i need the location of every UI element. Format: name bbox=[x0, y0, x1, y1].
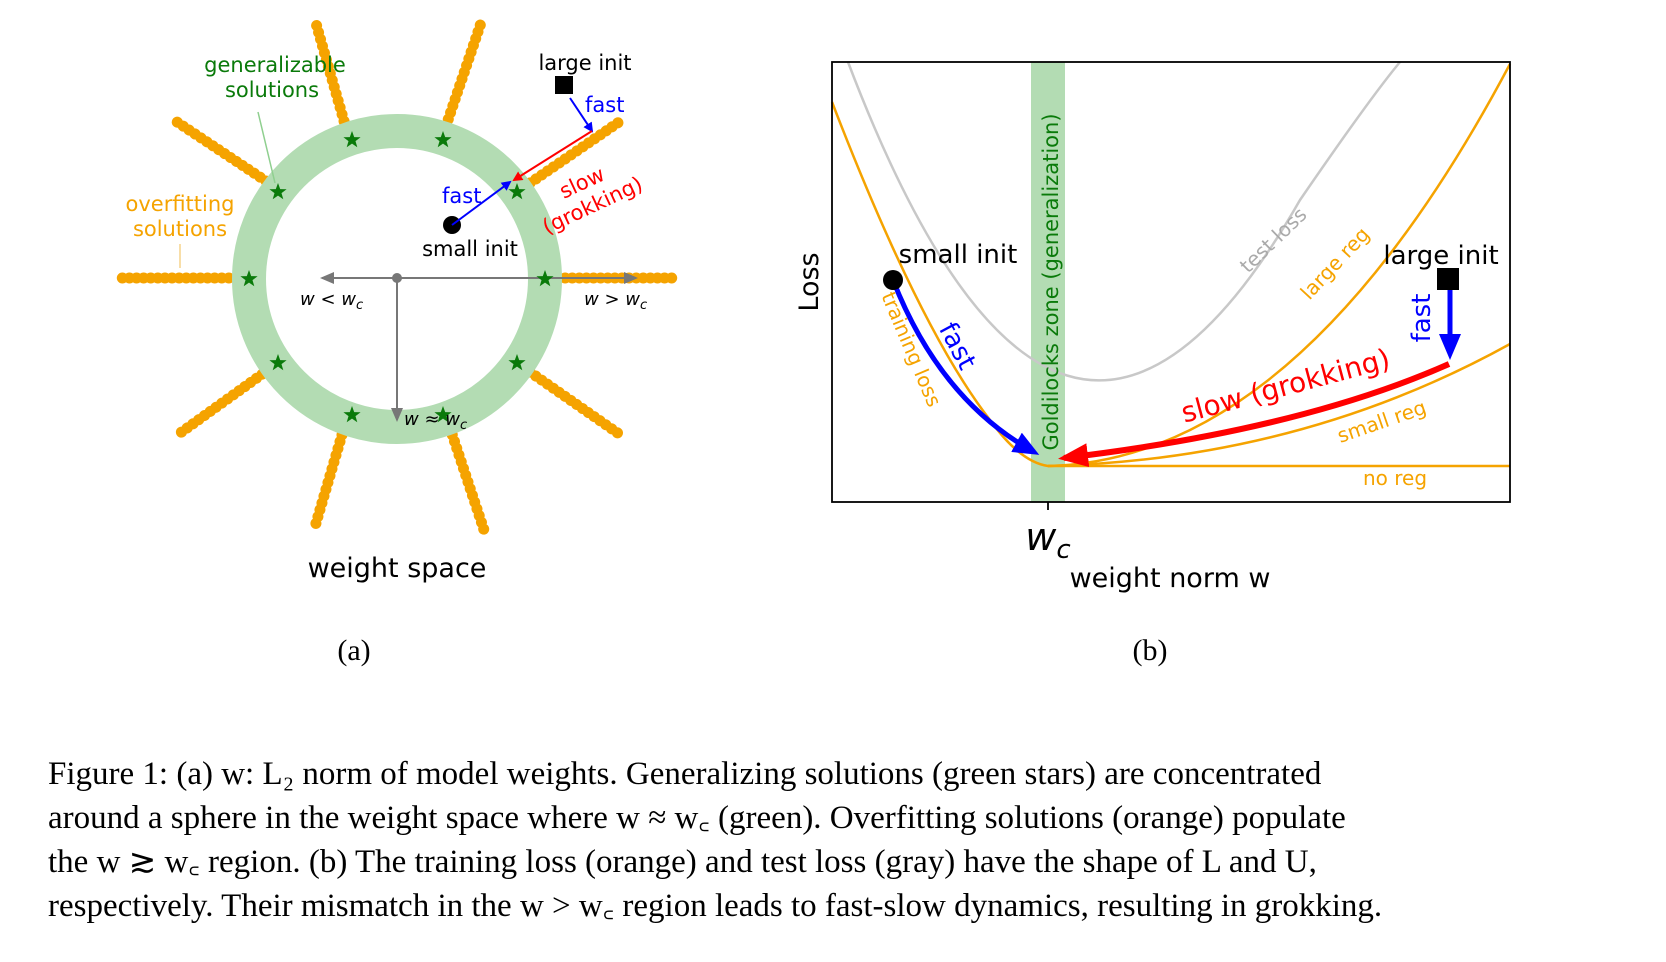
fast-arrow-mid bbox=[451, 180, 512, 226]
panel-b: Loss wc weight norm w Goldilocks zone (g… bbox=[794, 61, 1512, 667]
large-reg-curve bbox=[1047, 63, 1512, 468]
x-axis-label: weight norm w bbox=[1070, 563, 1271, 594]
large-reg-label: large reg bbox=[1295, 222, 1374, 304]
caption-line-4: respectively. Their mismatch in the w > … bbox=[48, 888, 1383, 924]
generalizable-pointer bbox=[257, 111, 276, 184]
plot-frame bbox=[831, 61, 1511, 503]
goldilocks-zone bbox=[1031, 62, 1065, 502]
fast-label-top: fast bbox=[585, 93, 624, 117]
large-init-label-a: large init bbox=[538, 51, 631, 75]
goldilocks-label: Goldilocks zone (generalization) bbox=[1039, 113, 1063, 450]
panel-b-label: (b) bbox=[1133, 634, 1168, 667]
slow-arrow-a bbox=[512, 130, 593, 182]
w-less-label: w < wc bbox=[300, 289, 363, 313]
slow-arrow-b bbox=[1058, 361, 1451, 468]
large-init-marker-b bbox=[1437, 268, 1459, 290]
small-reg-curve bbox=[1047, 342, 1511, 468]
fast-arrow-left bbox=[890, 279, 1040, 455]
generalizable-label-1: generalizable bbox=[204, 53, 346, 77]
overfitting-label-1: overfitting bbox=[126, 192, 235, 216]
training-loss-curve bbox=[830, 101, 1510, 468]
slow-label-a: slow (grokking) bbox=[539, 162, 647, 239]
large-init-marker-a bbox=[555, 76, 573, 94]
small-init-label-a: small init bbox=[422, 237, 518, 261]
origin-dot bbox=[392, 273, 402, 283]
panel-a: generalizable solutions overfitting solu… bbox=[116, 14, 682, 667]
caption-line-2: around a sphere in the weight space wher… bbox=[48, 800, 1346, 836]
figure-caption: Figure 1: (a) w: L₂ norm of model weight… bbox=[48, 752, 1648, 928]
norm-arrows bbox=[320, 272, 638, 422]
xtick-label: wc bbox=[1025, 515, 1070, 565]
fast-label-right: fast bbox=[1407, 294, 1437, 343]
weight-space-label: weight space bbox=[308, 553, 487, 584]
no-reg-label: no reg bbox=[1363, 466, 1427, 490]
training-loss-label: training loss bbox=[876, 288, 946, 410]
small-init-label-b: small init bbox=[899, 240, 1018, 270]
generalizable-label-2: solutions bbox=[225, 78, 319, 102]
caption-line-3: the w ≳ w꜀ region. (b) The training loss… bbox=[48, 844, 1317, 880]
w-greater-label: w > wc bbox=[584, 289, 647, 313]
fast-label-mid: fast bbox=[442, 184, 481, 208]
y-axis-label: Loss bbox=[794, 252, 825, 311]
panel-a-label: (a) bbox=[337, 634, 370, 667]
w-approx-label: w ≈ wc bbox=[404, 409, 467, 433]
overfitting-label-2: solutions bbox=[133, 217, 227, 241]
fast-arrow-top bbox=[569, 97, 594, 133]
caption-line-1: Figure 1: (a) w: L₂ norm of model weight… bbox=[48, 756, 1322, 792]
test-loss-label: test loss bbox=[1235, 202, 1312, 277]
small-init-marker-b bbox=[883, 270, 903, 290]
test-loss-curve bbox=[846, 61, 1401, 382]
large-init-label-b: large init bbox=[1383, 241, 1498, 271]
